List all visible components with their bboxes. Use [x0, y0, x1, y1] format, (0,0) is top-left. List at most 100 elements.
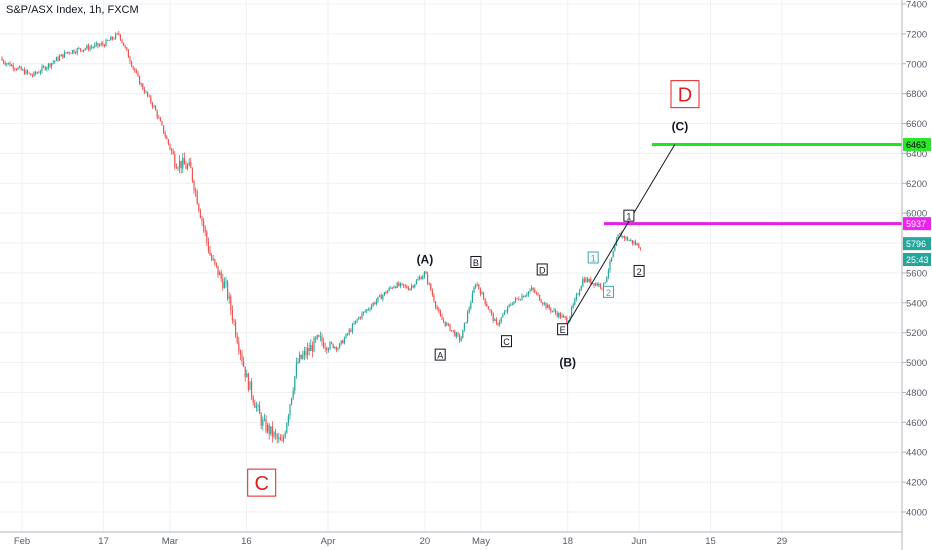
candle-body [241, 354, 243, 362]
candle-body [548, 305, 550, 309]
price-tag-label: 25:43 [906, 255, 929, 265]
candle-body [486, 303, 488, 307]
candle-body [372, 302, 374, 306]
candle-body [311, 345, 313, 352]
candle-body [598, 283, 600, 286]
candle-body [247, 373, 249, 390]
candle-body [518, 298, 520, 300]
candle-body [201, 217, 203, 221]
candle-body [483, 292, 485, 299]
candle-body [131, 62, 133, 67]
candle-body [540, 300, 542, 303]
candle-body [182, 158, 184, 169]
candle-body [38, 72, 40, 74]
candle-body [142, 83, 144, 90]
candle-body [228, 296, 230, 299]
y-tick-label: 6200 [906, 179, 927, 190]
candle-body [446, 323, 448, 326]
candle-body [559, 313, 561, 318]
candle-body [14, 68, 16, 70]
candle-body [575, 294, 577, 299]
candle-body [153, 106, 155, 107]
candle-body [387, 290, 389, 294]
candle-body [137, 72, 139, 77]
price-axis[interactable]: 4000420044004600480050005200540056005800… [901, 0, 931, 550]
candle-body [115, 33, 117, 39]
candle-body [345, 333, 347, 339]
y-tick-label: 4600 [906, 418, 927, 429]
candle-body [473, 287, 475, 293]
y-tick-label: 4400 [906, 448, 927, 459]
candle-body [195, 190, 197, 192]
candle-body [468, 308, 470, 312]
candle-body [323, 342, 325, 348]
candle-body [55, 57, 57, 61]
candle-body [547, 305, 549, 308]
candle-body [399, 283, 401, 286]
candle-body [604, 282, 606, 284]
candle-body [183, 158, 185, 165]
candle-body [630, 240, 632, 242]
candle-body [395, 286, 397, 288]
candle-body [513, 301, 515, 305]
candle-body [491, 310, 493, 314]
candle-body [75, 52, 77, 54]
candle-body [596, 283, 598, 286]
candle-body [9, 62, 11, 67]
candle-body [364, 311, 366, 313]
candle-body [566, 317, 568, 323]
wave-marker-label: C [503, 337, 510, 347]
price-tag [903, 137, 931, 151]
candle-body [359, 317, 361, 319]
candle-body [612, 251, 614, 258]
candle-body [595, 283, 597, 286]
candle-body [158, 117, 160, 119]
candle-body [579, 290, 581, 295]
candle-body [27, 70, 29, 73]
candle-body [571, 307, 573, 317]
candle-body [457, 332, 459, 336]
candle-body [556, 312, 558, 317]
candle-body [363, 311, 365, 314]
candle-body [31, 75, 33, 77]
x-tick-label: 18 [562, 536, 573, 547]
candle-body [435, 301, 437, 308]
candle-body [543, 302, 545, 305]
candle-body [275, 432, 277, 435]
candle-body [287, 415, 289, 423]
candle-body [95, 43, 97, 45]
candle-body [211, 255, 213, 260]
y-tick-label: 7000 [906, 59, 927, 70]
candle-body [22, 69, 24, 71]
candle-body [396, 282, 398, 288]
candle-body [503, 311, 505, 315]
candle-body [92, 46, 94, 48]
time-axis[interactable]: Feb 17 Mar 16 Apr 20 May 18 Jun 15 29 [0, 531, 902, 547]
candle-body [609, 261, 611, 271]
candle-body [11, 65, 13, 67]
candle-body [83, 49, 85, 52]
candle-body [209, 251, 211, 256]
candle-body [283, 437, 285, 441]
candle-body [334, 346, 336, 348]
candle-body [199, 210, 201, 218]
x-tick-label: Apr [321, 536, 336, 547]
candle-body [187, 165, 189, 169]
y-tick-label: 6000 [906, 209, 927, 220]
candle-body [105, 39, 107, 47]
candle-body [127, 50, 129, 58]
candle-body [332, 343, 334, 348]
candle-body [89, 47, 91, 50]
candle-body [51, 63, 53, 67]
candle-body [111, 36, 113, 39]
candle-body [603, 283, 605, 289]
candle-body [433, 295, 435, 302]
candle-body [420, 277, 422, 280]
candle-body [167, 139, 169, 145]
candle-body [214, 259, 216, 263]
candle-body [614, 245, 616, 252]
candle-body [91, 47, 93, 48]
candle-body [286, 422, 288, 433]
wave-box-label: C [254, 473, 268, 495]
